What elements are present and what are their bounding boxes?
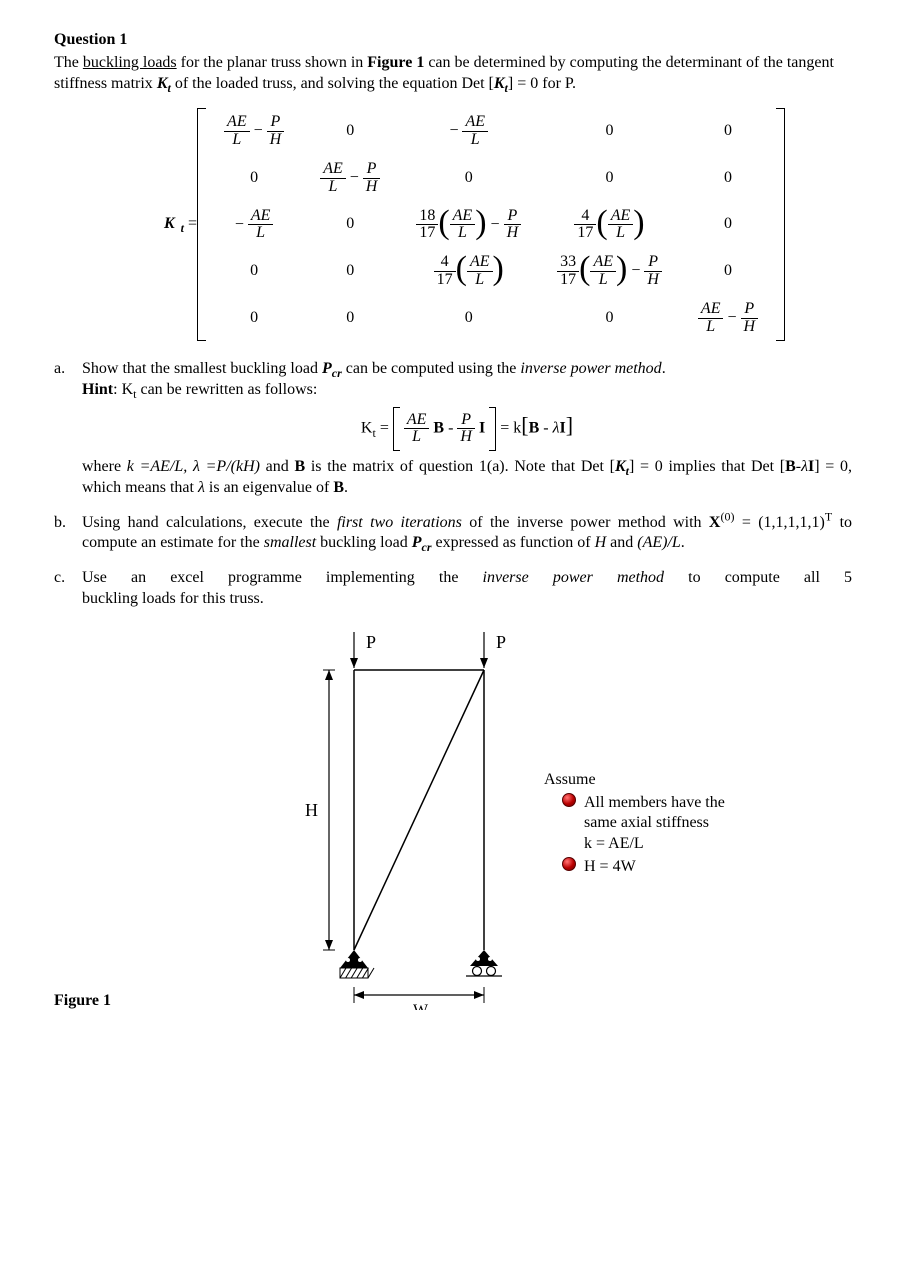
matrix-cell: 0 <box>302 295 398 342</box>
figure-label: Figure 1 <box>54 991 111 1012</box>
matrix-cell: 0 <box>206 295 302 342</box>
matrix-cell: 0 <box>680 248 776 295</box>
matrix-cell: 0 <box>539 295 680 342</box>
bullet-icon <box>562 857 576 871</box>
matrix-cell: 3317(AEL) − PH <box>539 248 680 295</box>
matrix-cell: 1817(AEL) − PH <box>398 202 539 249</box>
svg-text:W: W <box>413 1002 429 1010</box>
part-c: c. Use an excel programme implementing t… <box>54 568 852 610</box>
matrix-cell: 0 <box>302 108 398 155</box>
intro-paragraph: The buckling loads for the planar truss … <box>54 53 852 95</box>
matrix-cell: 0 <box>302 202 398 249</box>
part-b: b. Using hand calculations, execute the … <box>54 513 852 555</box>
matrix-cell: 417(AEL) <box>398 248 539 295</box>
matrix-cell: 0 <box>680 202 776 249</box>
part-c-marker: c. <box>54 568 82 610</box>
matrix-cell: − AEL <box>398 108 539 155</box>
figure-1: P P H W Assume All members have the same … <box>54 630 852 1017</box>
assume-block: Assume All members have the same axial s… <box>544 770 725 880</box>
question-title: Question 1 <box>54 30 852 51</box>
matrix-cell: 0 <box>398 155 539 202</box>
svg-text:P: P <box>496 632 506 652</box>
matrix-cell: 0 <box>539 108 680 155</box>
matrix-cell: 417(AEL) <box>539 202 680 249</box>
matrix-cell: AEL − PH <box>206 108 302 155</box>
matrix-cell: AEL − PH <box>302 155 398 202</box>
kt-rewrite-equation: Kt = AEL B - PH I = k[B - λI] <box>82 407 852 451</box>
svg-text:H: H <box>305 800 318 820</box>
matrix-cell: AEL − PH <box>680 295 776 342</box>
part-a-marker: a. <box>54 359 82 498</box>
matrix-cell: 0 <box>398 295 539 342</box>
truss-diagram: P P H W <box>284 630 514 1017</box>
matrix-cell: 0 <box>302 248 398 295</box>
matrix-cell: 0 <box>680 108 776 155</box>
matrix-cell: 0 <box>206 248 302 295</box>
bullet-icon <box>562 793 576 807</box>
matrix-cell: 0 <box>206 155 302 202</box>
matrix-cell: − AEL <box>206 202 302 249</box>
matrix-cell: 0 <box>539 155 680 202</box>
svg-text:P: P <box>366 632 376 652</box>
part-b-marker: b. <box>54 513 82 555</box>
part-a: a. Show that the smallest buckling load … <box>54 359 852 498</box>
matrix-cell: 0 <box>680 155 776 202</box>
kt-matrix: Kt = AEL − PH0− AEL000AEL − PH000− AEL01… <box>164 108 852 341</box>
